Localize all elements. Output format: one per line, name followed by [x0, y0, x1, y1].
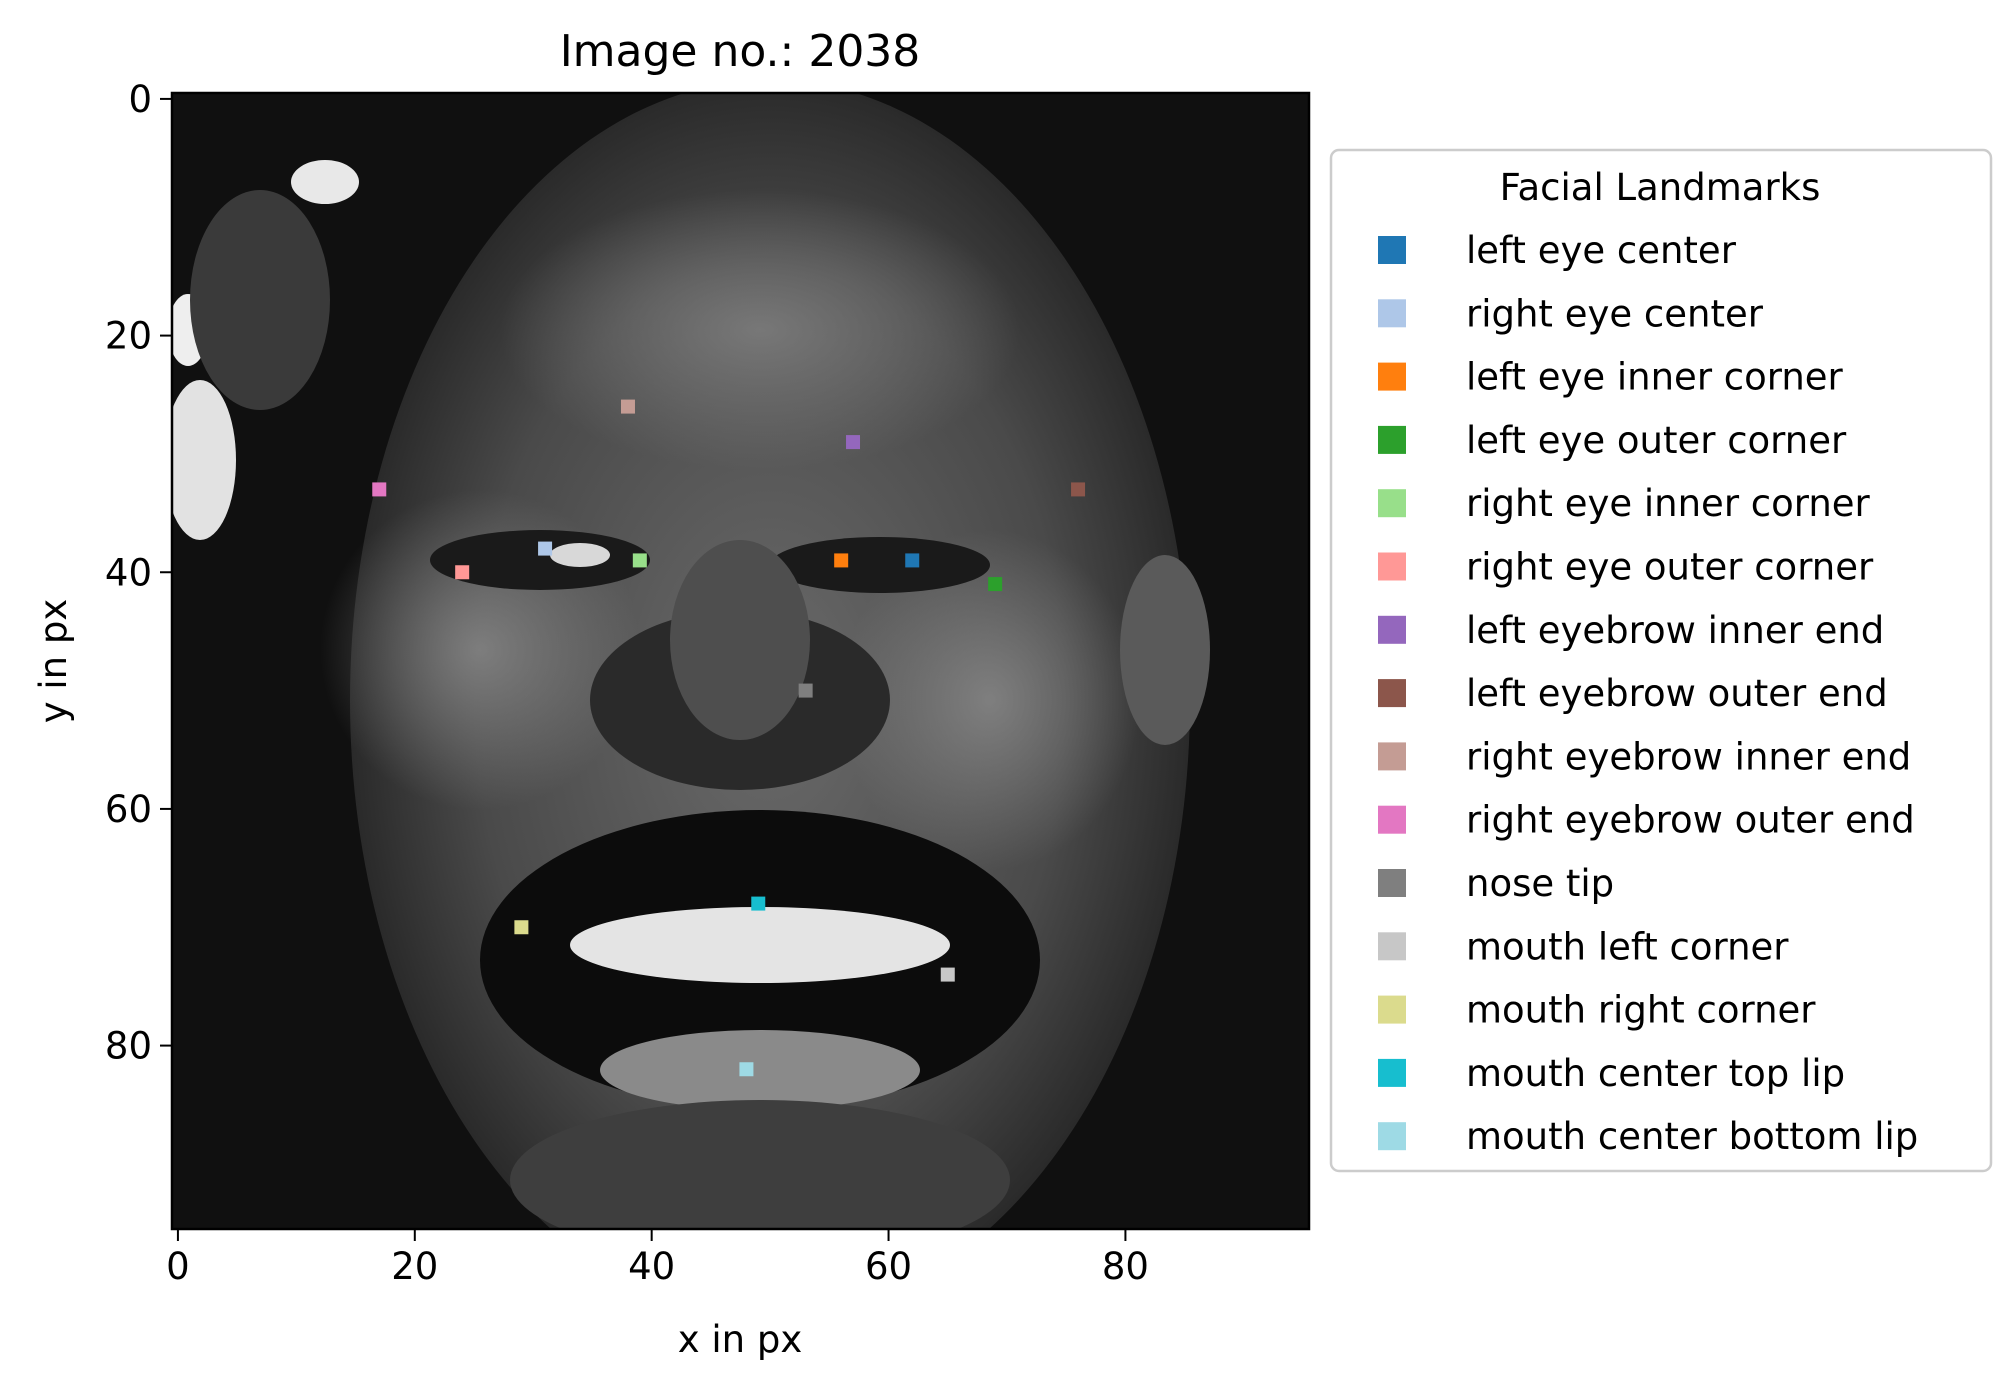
legend-entry-label: mouth center bottom lip [1466, 1115, 1918, 1158]
legend-marker [1378, 742, 1406, 771]
legend-box [1329, 148, 1993, 1173]
legend-marker [1378, 995, 1406, 1024]
landmark-point [372, 482, 387, 497]
legend-entry-label: right eyebrow inner end [1466, 735, 1911, 778]
chart-title: Image no.: 2038 [560, 26, 921, 77]
legend-entry-label: mouth right corner [1466, 989, 1816, 1032]
legend-entry-label: right eyebrow outer end [1466, 799, 1915, 842]
legend: Facial Landmarks left eye center right ey… [1329, 148, 1993, 1173]
legend-entry-label: left eye outer corner [1466, 419, 1847, 462]
landmark-point [455, 565, 470, 580]
legend-marker [1378, 679, 1406, 708]
legend-entry-label: left eyebrow outer end [1466, 672, 1888, 715]
y-tick-label: 60 [105, 788, 152, 831]
legend-entry-label: left eye inner corner [1466, 356, 1844, 399]
x-tick-label: 20 [391, 1245, 438, 1288]
legend-marker [1378, 615, 1406, 644]
legend-marker [1378, 869, 1406, 897]
landmark-point [739, 1062, 754, 1077]
legend-entry-label: mouth left corner [1466, 925, 1789, 968]
legend-marker [1378, 1122, 1406, 1151]
y-tick-label: 80 [105, 1025, 152, 1068]
y-axis: 0 20 40 60 80 [105, 78, 172, 1068]
landmark-point [988, 577, 1003, 592]
landmark-points [372, 399, 1086, 1077]
landmark-point [940, 967, 955, 982]
plot-frame [170, 91, 1311, 1231]
x-tick-label: 40 [628, 1245, 675, 1288]
landmark-point [514, 920, 529, 935]
landmark-point [905, 553, 920, 568]
legend-entry-label: left eyebrow inner end [1466, 609, 1884, 652]
landmark-point [1071, 482, 1086, 497]
legend-title: Facial Landmarks [1500, 166, 1821, 209]
legend-marker [1378, 932, 1406, 961]
x-tick-label: 0 [166, 1245, 190, 1288]
landmark-point [846, 435, 861, 450]
face-photo-image [172, 93, 1309, 1229]
x-tick-label: 60 [865, 1245, 912, 1288]
legend-entry-label: mouth center top lip [1466, 1052, 1845, 1095]
landmark-point [751, 896, 766, 911]
legend-marker [1378, 236, 1406, 264]
legend-marker [1378, 425, 1406, 454]
legend-marker [1378, 489, 1406, 518]
y-axis-label: y in px [32, 599, 75, 724]
landmark-point [620, 399, 635, 414]
legend-entry-label: nose tip [1466, 862, 1614, 905]
landmark-point [834, 553, 849, 568]
x-tick-label: 80 [1102, 1245, 1149, 1288]
landmark-point [798, 683, 813, 698]
y-tick-label: 0 [128, 78, 152, 121]
legend-marker [1378, 299, 1406, 328]
landmark-point [632, 553, 647, 568]
legend-marker [1378, 1058, 1406, 1087]
legend-entry-label: left eye center [1466, 229, 1737, 272]
x-axis-label: x in px [678, 1318, 803, 1361]
legend-marker [1378, 805, 1406, 834]
legend-marker [1378, 362, 1406, 391]
y-tick-label: 40 [105, 551, 152, 594]
legend-entry-label: right eye center [1466, 292, 1764, 335]
y-tick-label: 20 [105, 315, 152, 358]
legend-marker [1378, 552, 1406, 581]
legend-entry-label: right eye outer corner [1466, 546, 1874, 589]
landmark-point [538, 541, 553, 556]
legend-entry-label: right eye inner corner [1466, 482, 1871, 525]
x-axis: 0 20 40 60 80 [166, 1229, 1149, 1288]
